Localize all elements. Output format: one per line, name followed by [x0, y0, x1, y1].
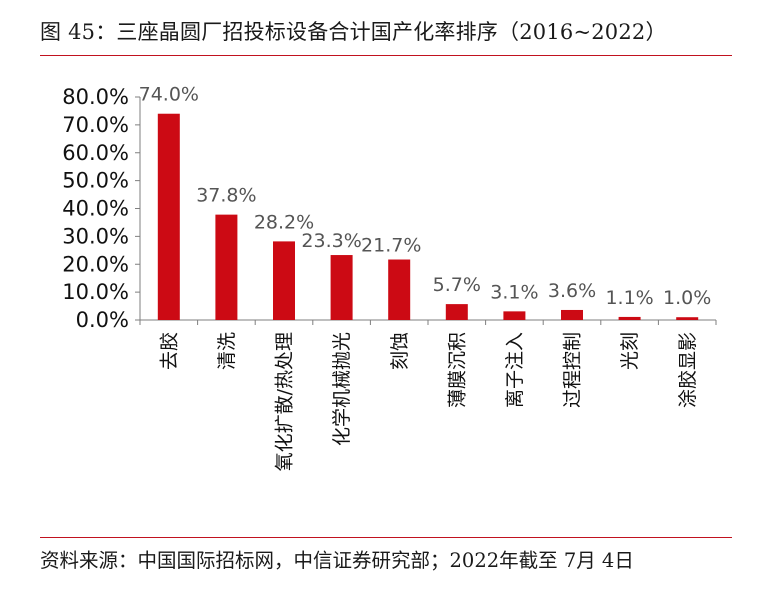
bars [157, 113, 699, 320]
data-label: 3.6% [548, 280, 596, 302]
bar [503, 311, 526, 320]
category-label: 过程控制 [562, 332, 584, 408]
y-tick-label: 30.0% [62, 224, 129, 248]
source-divider [40, 537, 732, 538]
category-label: 清洗 [216, 332, 238, 370]
bar [273, 241, 295, 320]
bar [157, 113, 180, 320]
y-tick-label: 40.0% [62, 197, 129, 221]
y-axis: 0.0% 10.0% 20.0% 30.0% 40.0% 50.0% 60.0% 70.0% 8… [62, 85, 141, 332]
y-tick-label: 50.0% [62, 169, 129, 193]
data-label: 28.2% [254, 211, 314, 233]
y-tick-label: 60.0% [62, 141, 129, 165]
figure-title: 图 45：三座晶圆厂招投标设备合计国产化率排序（2016~2022） [40, 20, 667, 44]
category-label: 涂胶显影 [677, 332, 699, 408]
bar [388, 259, 411, 320]
category-label: 刻蚀 [389, 332, 411, 370]
bar [561, 309, 583, 320]
category-label: 去胶 [158, 332, 180, 370]
y-tick-label: 80.0% [62, 85, 129, 109]
category-label: 离子注入 [504, 332, 526, 408]
data-label: 21.7% [361, 235, 421, 257]
data-labels: 74.0% 37.8% 28.2%23.3% 21.7% 5.7% 3.1% 3.6% 1.1… [139, 84, 712, 309]
y-tick-label: 10.0% [62, 280, 129, 304]
category-label: 氧化扩散/热处理 [274, 332, 296, 471]
bar [330, 255, 353, 320]
title-divider [40, 55, 732, 56]
data-label: 23.3% [301, 230, 361, 252]
bar [215, 214, 238, 320]
bar [618, 316, 641, 320]
y-tick-label: 0.0% [76, 308, 129, 332]
data-label: 1.1% [605, 287, 653, 309]
data-label: 1.0% [663, 287, 711, 309]
bar [676, 317, 699, 320]
y-tick-label: 20.0% [62, 252, 129, 276]
data-label: 74.0% [139, 84, 199, 106]
bar-chart: 0.0% 10.0% 20.0% 30.0% 40.0% 50.0% 60.0% 70.0% 8… [62, 84, 717, 471]
data-label: 5.7% [433, 274, 481, 296]
category-label: 薄膜沉积 [446, 332, 468, 408]
data-label: 3.1% [490, 281, 538, 303]
category-label: 化学机械抛光 [331, 332, 353, 446]
data-label: 37.8% [196, 185, 256, 207]
category-label: 光刻 [619, 332, 641, 370]
bar [445, 304, 468, 320]
x-axis [139, 319, 717, 325]
y-tick-label: 70.0% [62, 113, 129, 137]
source-note: 资料来源：中国国际招标网，中信证券研究部；2022年截至 7月 4日 [40, 549, 634, 572]
category-labels: 去胶 清洗 氧化扩散/热处理 化学机械抛光 刻蚀 薄膜沉积 离子注入 过程控制 光刻 涂胶显影 [158, 332, 698, 471]
